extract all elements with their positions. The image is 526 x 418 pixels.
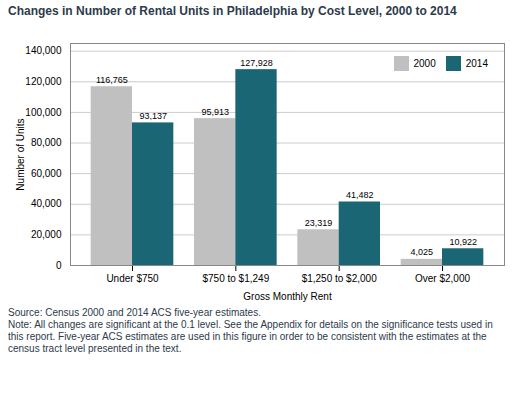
svg-text:60,000: 60,000 [31,168,62,179]
svg-text:10,922: 10,922 [449,237,477,247]
svg-text:80,000: 80,000 [31,137,62,148]
html-text:this report. Five-year ACS est: this report. Five-year ACS estimates are… [8,331,487,342]
svg-text:127,928: 127,928 [240,58,273,68]
svg-text:Gross Monthly Rent: Gross Monthly Rent [243,291,332,302]
svg-text:Over $2,000: Over $2,000 [415,273,470,284]
svg-text:0: 0 [56,260,62,271]
svg-text:95,913: 95,913 [201,107,229,117]
svg-text:23,319: 23,319 [305,218,333,228]
html-text:census tract level presented i: census tract level presented in the text… [8,343,182,354]
svg-text:$1,250 to $2,000: $1,250 to $2,000 [302,273,378,284]
svg-text:120,000: 120,000 [25,76,62,87]
svg-text:20,000: 20,000 [31,229,62,240]
html-text:Source: Census 2000 and 2014 A: Source: Census 2000 and 2014 ACS five-ye… [8,307,261,318]
html-text:Note: All changes are signific: Note: All changes are significant at the… [8,319,493,330]
svg-text:100,000: 100,000 [25,107,62,118]
svg-text:$750 to $1,249: $750 to $1,249 [202,273,269,284]
svg-text:40,000: 40,000 [31,198,62,209]
svg-text:41,482: 41,482 [346,190,374,200]
html-text:2000: 2000 [413,58,436,69]
html-text:Changes in Number of Rental Un: Changes in Number of Rental Units in Phi… [8,4,457,18]
svg-text:93,137: 93,137 [139,111,167,121]
svg-text:4,025: 4,025 [411,247,434,257]
svg-text:116,765: 116,765 [96,75,128,85]
svg-text:Under $750: Under $750 [106,273,159,284]
svg-text:Number of Units: Number of Units [15,118,26,190]
html-text:2014: 2014 [465,58,488,69]
svg-text:140,000: 140,000 [25,45,62,56]
